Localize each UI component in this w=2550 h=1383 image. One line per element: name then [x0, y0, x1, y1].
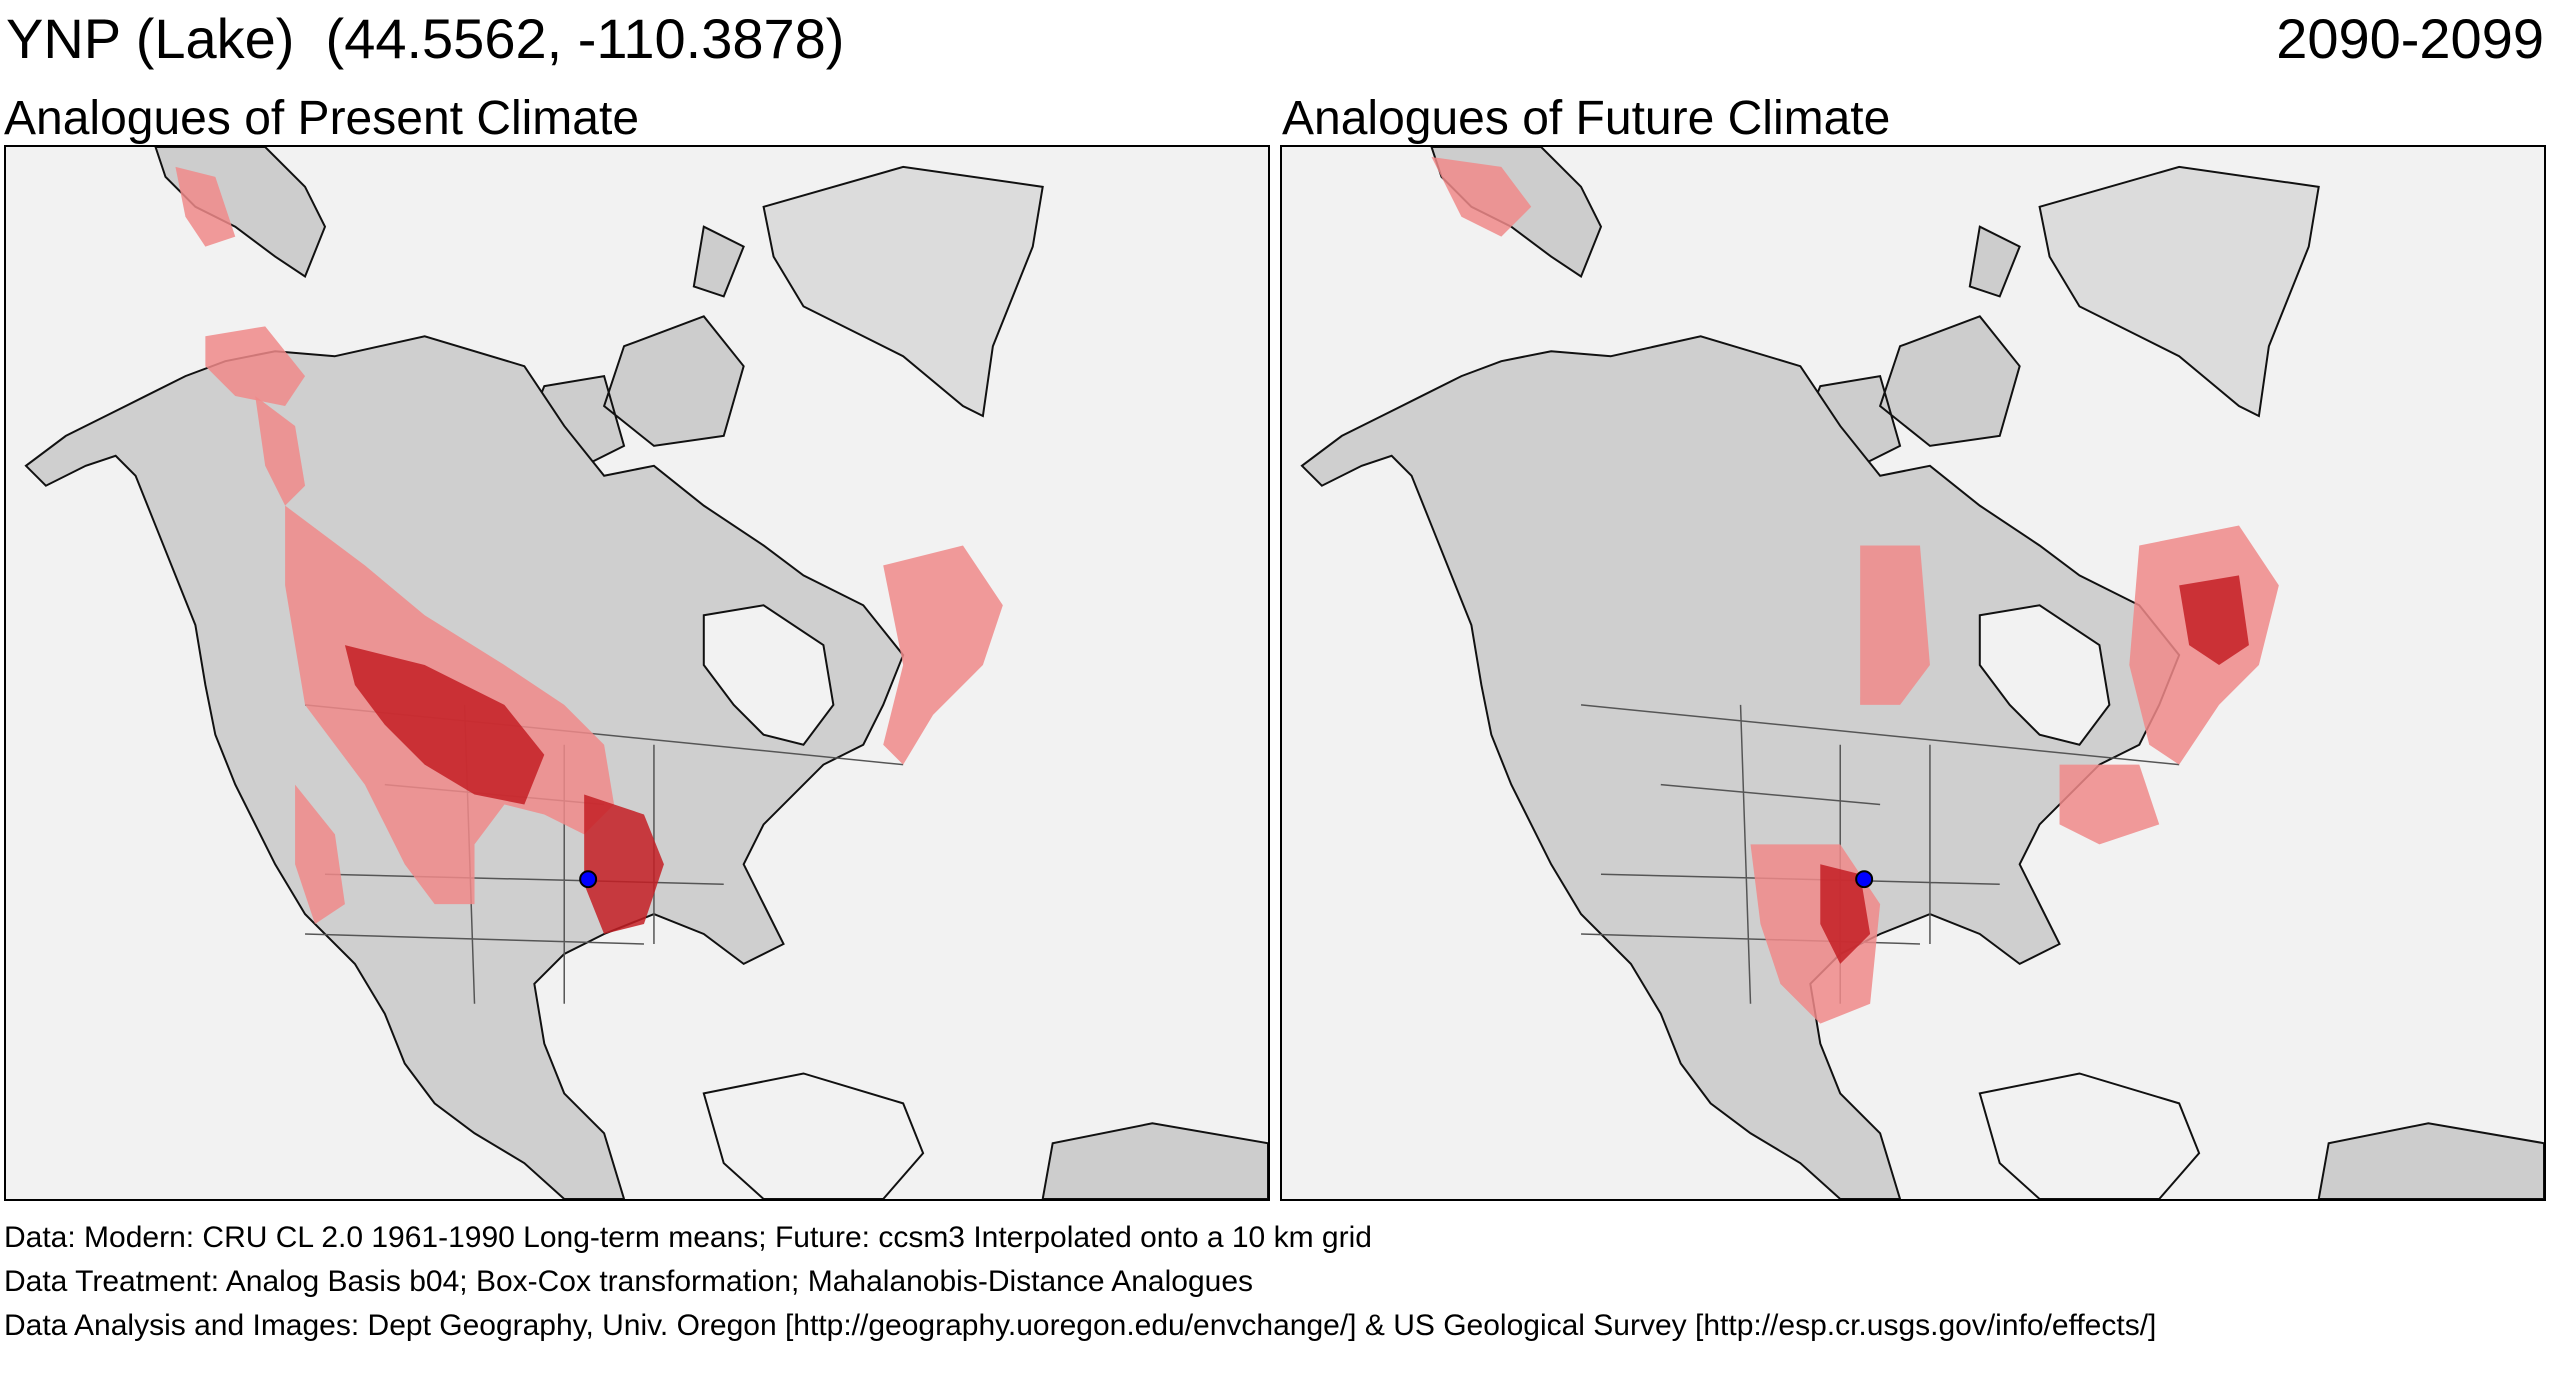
site-marker: [579, 870, 598, 889]
hudson-bay: [1978, 604, 2111, 746]
analog-region-bc: [255, 396, 306, 506]
gulf-of-mexico: [1978, 1072, 2201, 1199]
future-climate-map: [1280, 145, 2546, 1201]
greenland: [762, 165, 1044, 418]
basemap: [1300, 147, 2544, 1199]
future-panel-title: Analogues of Future Climate: [1282, 92, 1891, 145]
footer-analysis-credits: Data Analysis and Images: Dept Geography…: [4, 1309, 2157, 1342]
south-america: [2317, 1122, 2544, 1199]
analog-region-california: [295, 784, 345, 925]
period-label: 2090-2099: [2276, 7, 2544, 70]
south-america: [1041, 1122, 1268, 1199]
analog-region-great-lakes: [2059, 764, 2160, 845]
analog-region-saskatchewan: [1860, 545, 1930, 705]
analog-region-quebec-core: [2179, 575, 2249, 666]
footer-data-source: Data: Modern: CRU CL 2.0 1961-1990 Long-…: [4, 1221, 1372, 1254]
gulf-of-mexico: [702, 1072, 925, 1199]
analog-region-labrador: [883, 545, 1003, 765]
analog-region-alaska: [205, 326, 306, 407]
site-title: YNP (Lake) (44.5562, -110.3878): [6, 7, 845, 70]
analog-region-northwest-core: [344, 645, 545, 805]
siberia: [154, 147, 327, 279]
greenland: [2038, 165, 2320, 418]
analog-region-siberia: [1431, 156, 1532, 237]
analog-regions: [1431, 156, 2279, 1024]
analog-region-siberia: [175, 166, 236, 247]
analog-region-colorado: [584, 794, 664, 935]
present-panel-title: Analogues of Present Climate: [4, 92, 640, 145]
site-marker: [1855, 870, 1874, 889]
arctic-islands: [523, 225, 745, 477]
basemap: [24, 147, 1268, 1199]
analog-regions: [175, 166, 1003, 935]
arctic-islands: [1799, 225, 2021, 477]
analog-region-rockies-core: [1820, 864, 1871, 964]
north-america: [1300, 335, 2181, 1199]
footer-data-treatment: Data Treatment: Analog Basis b04; Box-Co…: [4, 1265, 1254, 1298]
present-map-svg: [24, 147, 1268, 1199]
hudson-bay: [702, 604, 835, 746]
present-climate-map: [4, 145, 1270, 1201]
future-map-svg: [1300, 147, 2544, 1199]
